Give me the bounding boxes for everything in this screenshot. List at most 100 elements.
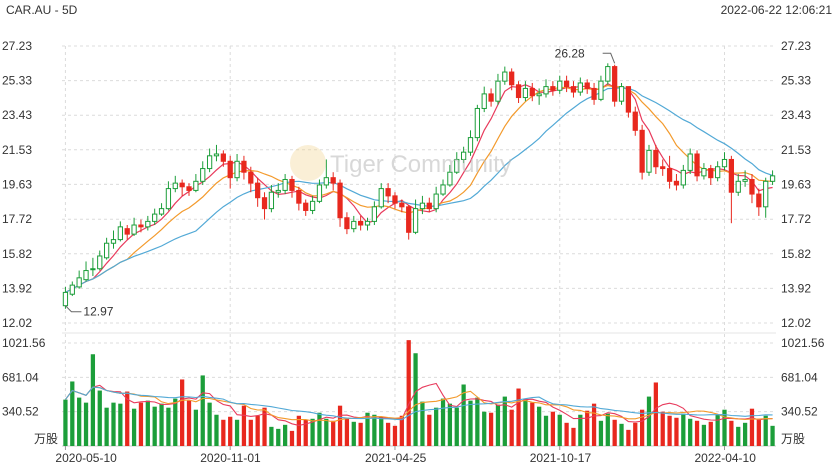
volume-bar[interactable] — [530, 402, 535, 446]
volume-bar[interactable] — [585, 410, 590, 446]
volume-bar[interactable] — [763, 415, 768, 446]
candle-down[interactable] — [406, 206, 412, 233]
volume-bar[interactable] — [626, 429, 631, 446]
candle-up[interactable] — [715, 166, 721, 179]
volume-bar[interactable] — [152, 406, 157, 446]
volume-bar[interactable] — [729, 420, 734, 446]
volume-bar[interactable] — [509, 409, 514, 446]
volume-bar[interactable] — [145, 400, 150, 446]
candle-up[interactable] — [447, 171, 453, 186]
candle-up[interactable] — [495, 80, 501, 102]
volume-bar[interactable] — [715, 414, 720, 446]
candle-up[interactable] — [371, 206, 378, 222]
volume-bar[interactable] — [571, 427, 576, 446]
candle-up[interactable] — [440, 184, 446, 195]
candle-up[interactable] — [234, 160, 240, 179]
candle-up[interactable] — [90, 268, 96, 271]
candle-up[interactable] — [76, 277, 82, 288]
candle-down[interactable] — [694, 153, 700, 177]
volume-bar[interactable] — [639, 409, 645, 446]
volume-bar[interactable] — [159, 403, 164, 446]
candle-down[interactable] — [515, 84, 522, 99]
candle-up[interactable] — [364, 220, 371, 226]
candle-down[interactable] — [660, 166, 666, 170]
candle-up[interactable] — [618, 86, 625, 102]
candle-down[interactable] — [138, 224, 144, 228]
candle-down[interactable] — [358, 220, 364, 226]
volume-bar[interactable] — [207, 402, 212, 446]
candle-up[interactable] — [131, 224, 137, 235]
candle-up[interactable] — [721, 158, 728, 168]
volume-bar[interactable] — [125, 391, 130, 446]
volume-bar[interactable] — [324, 418, 329, 446]
volume-bar[interactable] — [111, 402, 116, 446]
volume-bar[interactable] — [502, 396, 507, 446]
volume-bar[interactable] — [248, 419, 253, 446]
volume-bar[interactable] — [482, 411, 487, 446]
candle-up[interactable] — [206, 155, 213, 170]
candle-down[interactable] — [179, 182, 185, 188]
volume-bar[interactable] — [344, 417, 350, 446]
volume-bar[interactable] — [289, 430, 295, 446]
volume-bar[interactable] — [358, 422, 363, 446]
volume-bar[interactable] — [612, 419, 617, 446]
volume-bar[interactable] — [543, 415, 549, 446]
candle-down[interactable] — [186, 186, 192, 191]
volume-bar[interactable] — [70, 381, 75, 446]
candle-down[interactable] — [509, 71, 515, 86]
volume-bar[interactable] — [674, 417, 679, 446]
candle-up[interactable] — [769, 175, 776, 182]
volume-bar[interactable] — [234, 419, 240, 446]
candle-down[interactable] — [673, 180, 680, 186]
volume-bar[interactable] — [90, 354, 96, 446]
candle-up[interactable] — [275, 189, 281, 193]
volume-bar[interactable] — [392, 425, 398, 446]
volume-bar[interactable] — [262, 407, 267, 446]
volume-bar[interactable] — [516, 388, 521, 446]
volume-bar[interactable] — [722, 409, 727, 446]
candle-down[interactable] — [255, 182, 261, 199]
volume-bar[interactable] — [372, 414, 377, 446]
volume-bar[interactable] — [427, 414, 432, 446]
volume-bar[interactable] — [667, 415, 672, 446]
volume-bar[interactable] — [310, 418, 315, 446]
volume-bar[interactable] — [591, 403, 597, 446]
candle-down[interactable] — [220, 153, 226, 162]
volume-bar[interactable] — [138, 402, 144, 446]
candle-up[interactable] — [680, 169, 686, 186]
candle-up[interactable] — [103, 242, 110, 259]
volume-bar[interactable] — [440, 398, 446, 446]
candle-up[interactable] — [543, 86, 549, 95]
volume-bar[interactable] — [701, 424, 707, 446]
candle-up[interactable] — [557, 80, 563, 91]
volume-bar[interactable] — [351, 421, 356, 446]
candle-up[interactable] — [309, 200, 316, 211]
volume-bar[interactable] — [186, 400, 192, 446]
volume-bar[interactable] — [468, 400, 473, 446]
volume-bar[interactable] — [97, 390, 102, 446]
volume-bar[interactable] — [475, 397, 480, 446]
volume-bar[interactable] — [365, 412, 370, 446]
candle-up[interactable] — [351, 220, 357, 230]
candle-up[interactable] — [433, 193, 439, 210]
candle-down[interactable] — [591, 87, 597, 100]
candle-down[interactable] — [337, 182, 343, 219]
volume-bar[interactable] — [131, 408, 137, 446]
volume-bar[interactable] — [385, 422, 391, 446]
volume-bar[interactable] — [193, 409, 199, 446]
volume-bar[interactable] — [337, 405, 343, 446]
candle-up[interactable] — [687, 153, 693, 171]
candle-up[interactable] — [97, 255, 103, 270]
volume-bar[interactable] — [63, 399, 68, 446]
volume-bar[interactable] — [269, 426, 274, 446]
volume-bar[interactable] — [406, 340, 411, 446]
volume-bar[interactable] — [488, 412, 494, 446]
volume-bar[interactable] — [598, 420, 604, 446]
candle-up[interactable] — [763, 180, 769, 208]
candle-up[interactable] — [268, 191, 275, 210]
candle-down[interactable] — [728, 158, 735, 193]
volume-bar[interactable] — [708, 421, 713, 446]
volume-bar[interactable] — [688, 418, 693, 446]
volume-bar[interactable] — [749, 408, 755, 446]
volume-bar[interactable] — [379, 416, 384, 446]
